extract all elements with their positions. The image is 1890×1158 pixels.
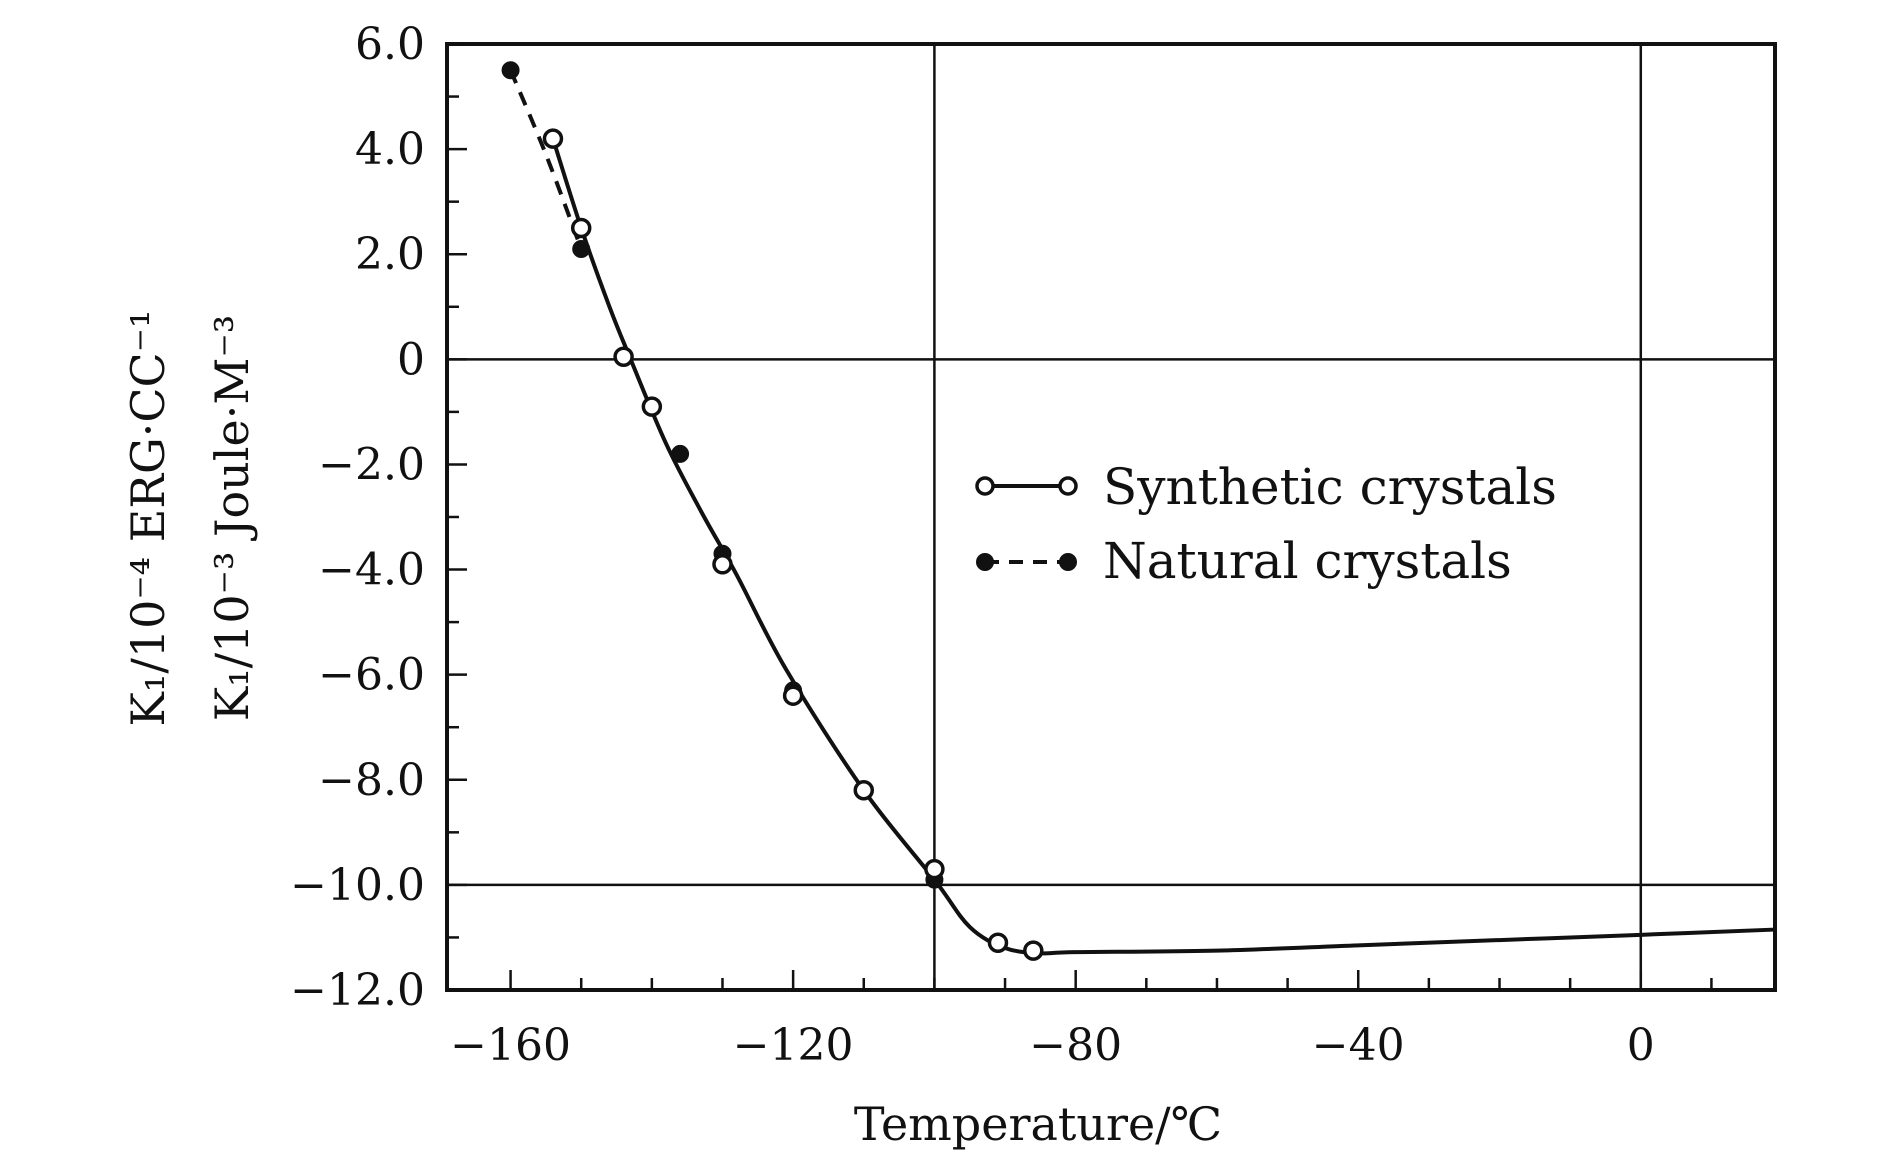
- legend-natural-label: Natural crystals: [1103, 532, 1512, 590]
- synthetic-crystals-point: [542, 128, 564, 149]
- x-tick-label: 0: [1627, 1020, 1655, 1071]
- gridlines: [447, 44, 1775, 990]
- series-layer: [501, 61, 1776, 961]
- y-tick-label: −6.0: [318, 650, 425, 701]
- x-tick-label: −160: [450, 1020, 571, 1071]
- synthetic-crystals-point: [782, 685, 804, 706]
- synthetic-crystals-point: [613, 346, 634, 367]
- y-tick-label: −10.0: [290, 860, 425, 911]
- x-tick-label: −120: [733, 1020, 854, 1071]
- y-tick-label: −8.0: [318, 755, 425, 806]
- x-tick-label: −80: [1029, 1020, 1122, 1071]
- synthetic-crystals-point: [570, 217, 592, 239]
- natural-crystals-point: [572, 239, 591, 258]
- natural-crystals-point: [671, 444, 690, 463]
- y-tick-label: −4.0: [318, 545, 425, 596]
- synthetic-crystals-point: [641, 396, 663, 417]
- synthetic-crystals-point: [1023, 940, 1044, 961]
- y-tick-label: −12.0: [290, 965, 425, 1016]
- y-tick-label: 2.0: [355, 229, 425, 280]
- synthetic-crystals-point: [987, 932, 1009, 953]
- y-axis-title-line-2: K₁/10⁻³ Joule·M⁻³: [205, 315, 259, 721]
- synthetic-crystals-point: [712, 554, 733, 575]
- x-tick-label: −40: [1312, 1020, 1405, 1071]
- y-tick-label: 6.0: [355, 19, 425, 70]
- legend-natural-marker-right: [1059, 553, 1077, 571]
- natural-crystals-dashed-line: [508, 69, 584, 250]
- legend-synthetic-marker-right: [1058, 476, 1078, 496]
- y-tick-label: 4.0: [355, 124, 425, 175]
- synthetic-crystals-point: [853, 780, 875, 801]
- ticks: [447, 42, 1713, 992]
- y-tick-label: −2.0: [318, 439, 425, 490]
- legend-natural-marker-left: [976, 553, 994, 571]
- tick-labels: −160 −120 −80 −40 0 6.0 4.0 2.0 0 −2.0 −4.0 −6.0 −8.…: [290, 19, 1655, 1071]
- legend-synthetic-marker-left: [975, 476, 995, 496]
- y-axis-title-line-1: K₁/10⁻⁴ ERG·CC⁻¹: [121, 310, 175, 727]
- legend-synthetic-label: Synthetic crystals: [1103, 458, 1557, 516]
- plot-frame: [445, 42, 1777, 992]
- natural-crystals-point: [501, 61, 520, 80]
- synthetic-crystals-point: [924, 858, 945, 880]
- y-tick-label: 0: [397, 334, 425, 385]
- legend: Synthetic crystals Natural crystals: [975, 458, 1557, 590]
- x-axis-title: Temperature/℃: [854, 1097, 1222, 1151]
